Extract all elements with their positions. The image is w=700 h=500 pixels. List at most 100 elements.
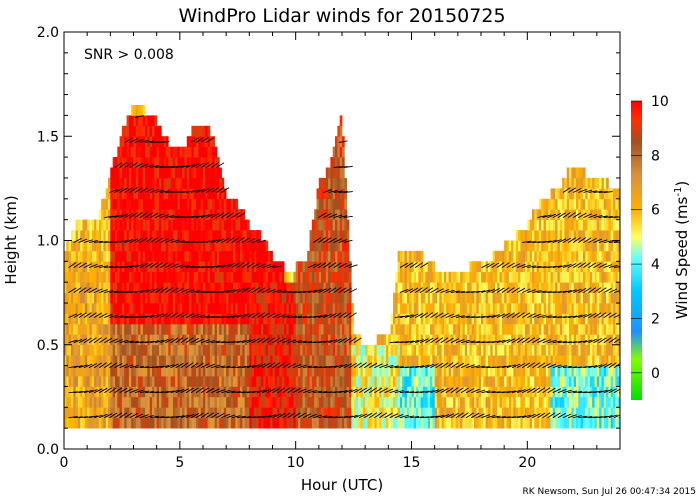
heatmap-cell <box>267 407 271 419</box>
heatmap-cell <box>592 323 595 335</box>
heatmap-cell <box>513 303 517 314</box>
heatmap-cell <box>221 407 225 419</box>
heatmap-cell <box>599 292 602 304</box>
heatmap-cell <box>362 396 366 408</box>
heatmap-cell <box>237 407 241 419</box>
heatmap-cell <box>453 323 456 335</box>
heatmap-cell <box>126 115 130 127</box>
heatmap-cell <box>89 250 93 262</box>
heatmap-cell <box>487 334 491 346</box>
heatmap-cell <box>499 334 503 346</box>
heatmap-cell <box>193 198 197 210</box>
heatmap-cell <box>395 365 398 377</box>
heatmap-cell <box>254 250 257 262</box>
heatmap-cell <box>189 386 192 398</box>
heatmap-cell <box>576 250 579 262</box>
heatmap-cell <box>256 313 259 325</box>
heatmap-cell <box>520 250 524 262</box>
heatmap-cell <box>304 282 308 293</box>
heatmap-cell <box>175 146 178 158</box>
heatmap-cell <box>177 282 181 293</box>
heatmap-cell <box>235 240 239 252</box>
heatmap-cell <box>288 282 292 293</box>
heatmap-cell <box>615 334 619 346</box>
heatmap-cell <box>165 188 169 200</box>
heatmap-cell <box>168 355 171 366</box>
heatmap-cell <box>613 261 616 273</box>
heatmap-cell <box>555 219 558 231</box>
heatmap-cell <box>404 334 408 346</box>
heatmap-cell <box>462 323 466 335</box>
heatmap-cell <box>193 365 197 377</box>
heatmap-cell <box>534 303 537 314</box>
heatmap-cell <box>606 376 609 387</box>
heatmap-cell <box>82 417 86 429</box>
heatmap-cell <box>159 125 162 137</box>
heatmap-cell <box>441 303 445 314</box>
heatmap-cell <box>154 261 158 273</box>
heatmap-cell <box>235 198 239 210</box>
heatmap-cell <box>179 167 183 179</box>
heatmap-cell <box>362 417 366 429</box>
heatmap-cell <box>587 407 591 419</box>
heatmap-cell <box>580 313 584 325</box>
heatmap-cell <box>182 188 185 200</box>
heatmap-cell <box>152 261 155 273</box>
heatmap-cell <box>550 303 554 314</box>
heatmap-cell <box>193 292 197 304</box>
heatmap-cell <box>103 303 107 314</box>
heatmap-cell <box>478 376 482 387</box>
heatmap-cell <box>128 219 132 231</box>
heatmap-cell <box>200 250 204 262</box>
heatmap-cell <box>117 313 120 325</box>
heatmap-cell <box>353 365 357 377</box>
heatmap-cell <box>165 292 169 304</box>
heatmap-cell <box>205 365 208 377</box>
heatmap-cell <box>610 396 614 408</box>
heatmap-cell <box>443 292 447 304</box>
heatmap-cell <box>304 303 308 314</box>
heatmap-cell <box>346 407 350 419</box>
heatmap-cell <box>291 303 294 314</box>
heatmap-cell <box>409 407 412 419</box>
heatmap-cell <box>580 167 584 179</box>
heatmap-cell <box>564 292 568 304</box>
heatmap-cell <box>274 344 278 356</box>
heatmap-cell <box>492 334 496 346</box>
heatmap-cell <box>432 334 435 346</box>
heatmap-cell <box>411 282 415 293</box>
heatmap-cell <box>126 250 130 262</box>
heatmap-cell <box>71 292 74 304</box>
heatmap-cell <box>339 303 343 314</box>
heatmap-cell <box>177 417 181 429</box>
heatmap-cell <box>237 250 241 262</box>
heatmap-cell <box>131 271 134 283</box>
heatmap-cell <box>133 334 137 346</box>
heatmap-cell <box>332 365 336 377</box>
heatmap-cell <box>337 417 341 429</box>
heatmap-cell <box>200 376 204 387</box>
heatmap-cell <box>328 230 331 241</box>
heatmap-cell <box>87 407 90 419</box>
heatmap-cell <box>483 365 486 377</box>
heatmap-cell <box>66 334 69 346</box>
heatmap-cell <box>321 188 324 200</box>
wind-vector <box>323 415 333 419</box>
heatmap-cell <box>272 292 276 304</box>
heatmap-cell <box>316 417 320 429</box>
heatmap-cell <box>527 230 530 241</box>
heatmap-cell <box>513 334 517 346</box>
heatmap-cell <box>485 303 489 314</box>
heatmap-cell <box>606 313 609 325</box>
heatmap-cell <box>258 250 262 262</box>
heatmap-cell <box>318 407 322 419</box>
heatmap-cell <box>295 396 299 408</box>
heatmap-cell <box>427 417 431 429</box>
heatmap-cell <box>309 271 313 283</box>
heatmap-cell <box>559 292 563 304</box>
heatmap-cell <box>325 271 329 283</box>
heatmap-cell <box>298 261 301 273</box>
heatmap-cell <box>386 407 389 419</box>
heatmap-cell <box>307 417 310 429</box>
heatmap-cell <box>318 313 322 325</box>
